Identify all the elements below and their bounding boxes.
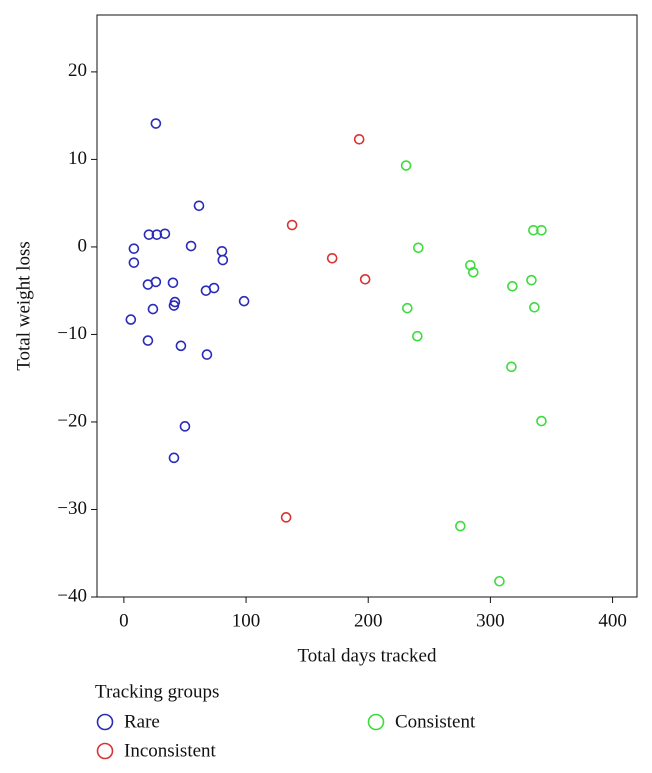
point: [412, 330, 423, 342]
point: [286, 219, 298, 231]
point: [217, 254, 229, 266]
point: [216, 246, 228, 257]
x-axis-label: Total days tracked: [297, 645, 437, 666]
y-tick-label: 10: [68, 148, 87, 169]
point: [238, 295, 250, 307]
point: [150, 118, 162, 129]
legend-label: Inconsistent: [124, 740, 217, 761]
point: [400, 160, 412, 171]
point: [167, 277, 179, 289]
legend-label: Rare: [124, 711, 160, 732]
point: [467, 267, 479, 278]
point: [151, 229, 163, 240]
y-tick-label: −40: [57, 585, 87, 606]
point: [193, 200, 205, 212]
legend-label: Consistent: [395, 711, 476, 732]
point: [280, 512, 292, 523]
x-tick-label: 0: [119, 610, 129, 631]
point: [359, 274, 371, 285]
point: [455, 520, 466, 532]
legend-title: Tracking groups: [95, 681, 219, 702]
point: [526, 274, 537, 286]
point: [326, 253, 338, 264]
point: [528, 224, 539, 236]
x-tick-label: 300: [476, 610, 505, 631]
point: [536, 224, 547, 236]
x-tick-label: 400: [598, 610, 627, 631]
legend-marker: [96, 742, 114, 760]
legend-marker: [96, 713, 114, 731]
point: [142, 335, 154, 346]
point: [185, 240, 197, 252]
point: [168, 452, 180, 464]
point: [506, 361, 517, 373]
point: [143, 229, 155, 240]
point: [494, 575, 505, 587]
point: [402, 302, 413, 314]
point: [128, 243, 140, 254]
point: [159, 228, 171, 240]
y-tick-label: 20: [68, 60, 87, 81]
point: [536, 415, 547, 427]
y-tick-label: 0: [78, 235, 88, 256]
y-tick-label: −20: [57, 410, 87, 431]
point: [168, 300, 180, 311]
plot-frame: [96, 14, 638, 598]
y-tick-label: −30: [57, 498, 87, 519]
point: [353, 133, 365, 145]
legend-marker: [367, 713, 385, 731]
point: [465, 260, 476, 271]
y-axis-label: Total weight loss: [13, 241, 34, 371]
point: [529, 302, 540, 313]
x-tick-label: 200: [354, 610, 383, 631]
point: [150, 276, 162, 288]
point: [175, 340, 187, 352]
point: [125, 314, 137, 325]
point: [147, 303, 159, 315]
point: [200, 285, 212, 296]
x-tick-label: 100: [232, 610, 261, 631]
point: [201, 349, 213, 360]
point: [413, 242, 424, 254]
point: [179, 421, 191, 432]
y-tick-label: −10: [57, 323, 87, 344]
point: [128, 257, 140, 268]
point: [507, 281, 518, 292]
